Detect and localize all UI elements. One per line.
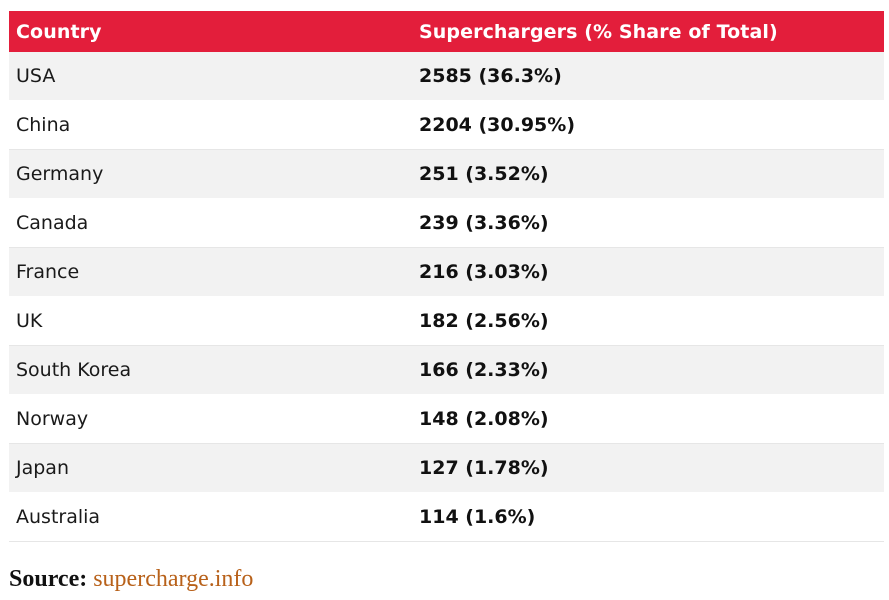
supercharger-table: Country Superchargers (% Share of Total)… xyxy=(9,11,884,542)
table-row: France 216 (3.03%) xyxy=(9,247,884,297)
country-cell: France xyxy=(9,247,412,297)
supercharger-table-container: Country Superchargers (% Share of Total)… xyxy=(9,11,884,542)
supercharger-value-cell: 148 (2.08%) xyxy=(412,394,884,444)
country-cell: Norway xyxy=(9,394,412,444)
table-row: Canada 239 (3.36%) xyxy=(9,198,884,248)
table-header: Country Superchargers (% Share of Total) xyxy=(9,11,884,52)
country-cell: UK xyxy=(9,296,412,346)
header-row: Country Superchargers (% Share of Total) xyxy=(9,11,884,52)
column-header-superchargers: Superchargers (% Share of Total) xyxy=(412,11,884,52)
country-cell: USA xyxy=(9,52,412,101)
country-cell: Australia xyxy=(9,492,412,542)
supercharger-value-cell: 251 (3.52%) xyxy=(412,149,884,199)
table-row: Norway 148 (2.08%) xyxy=(9,394,884,444)
table-body: USA 2585 (36.3%) China 2204 (30.95%) Ger… xyxy=(9,52,884,542)
table-row: USA 2585 (36.3%) xyxy=(9,52,884,101)
table-row: China 2204 (30.95%) xyxy=(9,100,884,150)
source-link[interactable]: supercharge.info xyxy=(93,566,254,592)
supercharger-value-cell: 2204 (30.95%) xyxy=(412,100,884,150)
country-cell: Germany xyxy=(9,149,412,199)
supercharger-value-cell: 182 (2.56%) xyxy=(412,296,884,346)
country-cell: South Korea xyxy=(9,345,412,395)
table-row: Australia 114 (1.6%) xyxy=(9,492,884,542)
country-cell: China xyxy=(9,100,412,150)
country-cell: Canada xyxy=(9,198,412,248)
table-row: Japan 127 (1.78%) xyxy=(9,443,884,493)
supercharger-value-cell: 166 (2.33%) xyxy=(412,345,884,395)
table-row: Germany 251 (3.52%) xyxy=(9,149,884,199)
country-cell: Japan xyxy=(9,443,412,493)
column-header-country: Country xyxy=(9,11,412,52)
source-line: Source: supercharge.info xyxy=(9,566,253,593)
table-row: UK 182 (2.56%) xyxy=(9,296,884,346)
supercharger-value-cell: 239 (3.36%) xyxy=(412,198,884,248)
supercharger-value-cell: 216 (3.03%) xyxy=(412,247,884,297)
supercharger-value-cell: 2585 (36.3%) xyxy=(412,52,884,101)
source-label: Source: xyxy=(9,566,88,592)
table-row: South Korea 166 (2.33%) xyxy=(9,345,884,395)
supercharger-value-cell: 114 (1.6%) xyxy=(412,492,884,542)
supercharger-value-cell: 127 (1.78%) xyxy=(412,443,884,493)
